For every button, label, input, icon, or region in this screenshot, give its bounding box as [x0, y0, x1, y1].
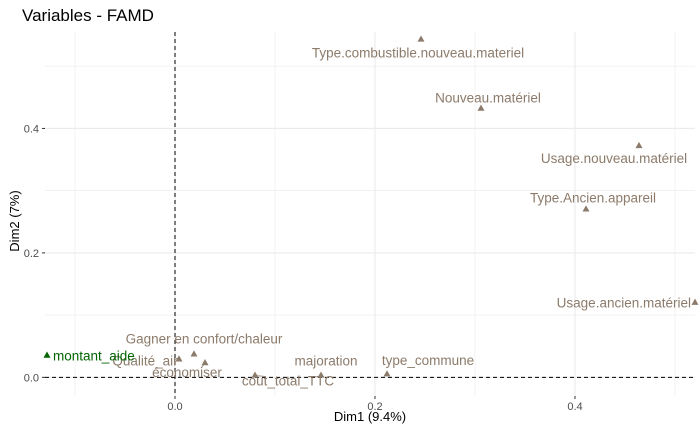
x-axis-title: Dim1 (9.4%) [334, 409, 406, 424]
point-label: Type.combustible.nouveau.materiel [312, 45, 524, 60]
point-marker [691, 298, 699, 305]
point-labels: Type.combustible.nouveau.materiel Nouveau… [53, 45, 691, 388]
point-marker [190, 350, 198, 357]
point-marker [383, 370, 391, 377]
x-tick-label: 0.0 [167, 401, 182, 413]
reference-lines [45, 32, 695, 396]
chart-title: Variables - FAMD [22, 6, 154, 25]
point-marker [175, 355, 183, 362]
point-label: Usage.ancien.matériel [557, 296, 691, 311]
y-tick-label: 0.2 [24, 248, 39, 260]
point-label: montant_aide [53, 349, 135, 364]
point-label: Gagner en confort/chaleur [126, 331, 283, 346]
point-marker [477, 104, 485, 111]
point-marker [43, 351, 51, 358]
point-marker [251, 371, 259, 378]
x-tick-label: 0.4 [567, 401, 582, 413]
point-marker [317, 371, 325, 378]
point-label: économiser [152, 365, 222, 380]
point-label: Nouveau.matériel [435, 91, 541, 106]
point-marker [417, 35, 425, 42]
axis-ticks: 0.0 0.2 0.4 0.0 0.2 0.4 [24, 123, 583, 413]
point-label: cout_total_TTC [242, 373, 335, 388]
data-points [43, 35, 699, 378]
label-leader-line [254, 375, 267, 377]
point-label: Qualité_air [112, 353, 178, 368]
y-tick-label: 0.0 [24, 372, 39, 384]
point-marker [201, 359, 209, 366]
point-label: type_commune [382, 353, 474, 368]
label-leader-line [200, 362, 206, 369]
y-tick-label: 0.4 [24, 123, 39, 135]
point-label: majoration [294, 353, 357, 368]
point-label: Usage.nouveau.matériel [541, 151, 687, 166]
point-marker [582, 205, 590, 212]
y-axis-title: Dim2 (7%) [7, 190, 22, 251]
x-tick-label: 0.2 [367, 401, 382, 413]
point-label: Type.Ancien.appareil [530, 190, 656, 205]
point-marker [635, 141, 643, 149]
